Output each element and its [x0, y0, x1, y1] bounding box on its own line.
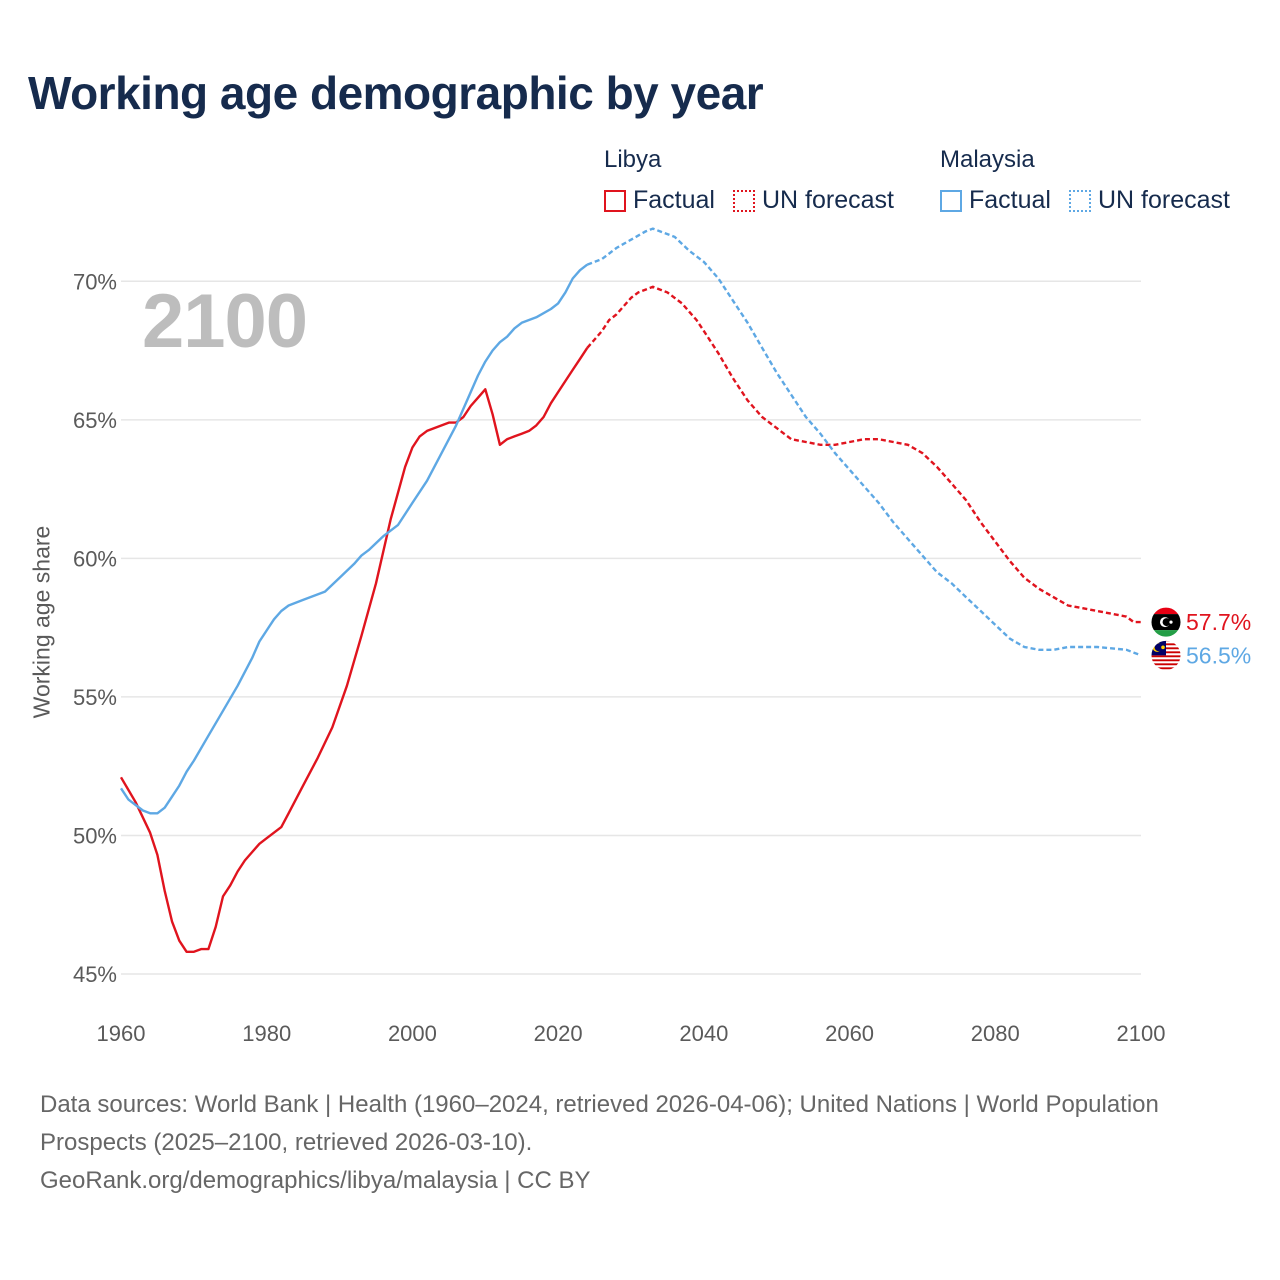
y-axis-ticks: 45% 50% 55% 60% 65% 70% [73, 269, 117, 987]
y-tick-label: 60% [73, 546, 117, 571]
legend-item-libya-forecast[interactable]: UN forecast [732, 186, 894, 215]
x-tick-label: 1980 [242, 1021, 291, 1046]
x-axis-ticks: 1960 1980 2000 2020 2040 2060 2080 2100 [97, 1021, 1166, 1046]
legend-swatch-solid [940, 189, 962, 212]
x-tick-label: 2100 [1117, 1021, 1166, 1046]
series-line-malaysia-forecast[interactable] [586, 227, 1142, 657]
y-tick-label: 70% [73, 269, 117, 294]
end-markers: 57.7% 56.5% [1150, 606, 1251, 671]
legend-label: UN forecast [761, 186, 894, 214]
footer: Data sources: World Bank | Health (1960–… [40, 1086, 1240, 1200]
legend-item-malaysia-factual[interactable]: Factual [940, 186, 1051, 215]
grid-lines [121, 280, 1141, 975]
legend-item-libya-factual[interactable]: Factual [604, 186, 715, 215]
current-year-label: 2100 [142, 279, 308, 364]
legend-group-malaysia: Malaysia Factual UN forecast [940, 146, 1230, 215]
legend-group-libya: Libya Factual UN forecast [604, 146, 912, 215]
line-chart: 45% 50% 55% 60% 65% 70% 1960 1980 2000 2020 2040 2… [73, 227, 1251, 1046]
end-value-label: 57.7% [1186, 609, 1251, 635]
y-axis-label: Working age share [28, 525, 55, 719]
series-lines [119, 227, 1142, 953]
series-line-libya-factual[interactable] [119, 347, 589, 953]
x-tick-label: 2020 [534, 1021, 583, 1046]
y-tick-label: 55% [73, 685, 117, 710]
credit-text[interactable]: GeoRank.org/demographics/libya/malaysia … [40, 1167, 591, 1194]
legend-label: UN forecast [1097, 186, 1230, 214]
data-sources-text: Data sources: World Bank | Health (1960–… [40, 1091, 1159, 1156]
chart-title: Working age demographic by year [28, 67, 764, 119]
x-tick-label: 2060 [825, 1021, 874, 1046]
y-tick-label: 65% [73, 408, 117, 433]
y-tick-label: 50% [73, 823, 117, 848]
legend-item-malaysia-forecast[interactable]: UN forecast [1068, 186, 1230, 215]
legend-label: Factual [633, 186, 715, 214]
legend-label: Factual [969, 186, 1051, 214]
flag-icon-libya [1150, 606, 1182, 638]
x-tick-label: 2040 [679, 1021, 728, 1046]
y-tick-label: 45% [73, 962, 117, 987]
x-tick-label: 1960 [97, 1021, 146, 1046]
end-value-label: 56.5% [1186, 642, 1251, 668]
series-line-libya-forecast[interactable] [586, 285, 1141, 624]
legend-group-name-malaysia: Malaysia [940, 146, 1035, 173]
legend-group-name-libya: Libya [604, 146, 662, 173]
legend-swatch-dotted [1068, 189, 1091, 212]
legend-swatch-dotted [732, 189, 755, 212]
legend-swatch-solid [604, 189, 626, 212]
x-tick-label: 2000 [388, 1021, 437, 1046]
flag-icon-malaysia [1150, 639, 1182, 671]
series-line-malaysia-factual[interactable] [119, 263, 589, 815]
x-tick-label: 2080 [971, 1021, 1020, 1046]
